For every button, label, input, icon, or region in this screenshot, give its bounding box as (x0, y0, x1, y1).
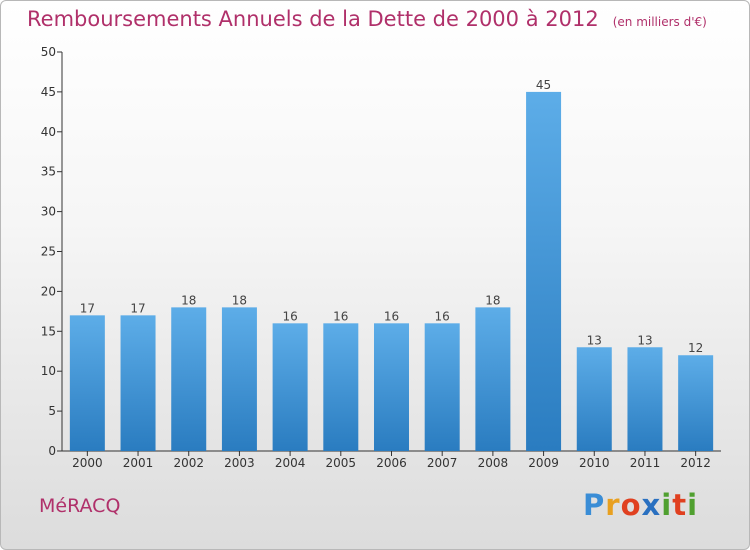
data-label: 16 (282, 309, 297, 323)
x-tick-label: 2008 (478, 456, 509, 470)
bar-2010 (576, 347, 612, 451)
y-tick-label: 15 (41, 324, 56, 338)
bar-2005 (323, 323, 359, 451)
data-label: 18 (485, 293, 500, 307)
bars (69, 91, 714, 452)
data-label: 17 (130, 301, 145, 315)
unit-note: (en milliers d'€) (612, 15, 707, 29)
bar-2002 (171, 307, 207, 451)
data-label: 16 (333, 309, 348, 323)
x-tick-label: 2009 (528, 456, 559, 470)
bar-2012 (678, 355, 714, 451)
commune-name: MéRACQ (39, 495, 121, 517)
logo-letter: x (641, 488, 662, 522)
y-tick-label: 50 (41, 45, 56, 59)
x-tick-label: 2007 (427, 456, 458, 470)
data-label: 16 (435, 309, 450, 323)
bar-2004 (272, 323, 308, 451)
x-tick-label: 2004 (275, 456, 306, 470)
logo-letter: t (672, 488, 688, 522)
bar-2011 (627, 347, 663, 451)
data-label: 12 (688, 341, 703, 355)
data-label: 18 (232, 293, 247, 307)
proxiti-logo: Proxiti (583, 488, 698, 522)
data-label: 45 (536, 78, 551, 92)
y-tick-label: 20 (41, 284, 56, 298)
chart-title-text: Remboursements Annuels de la Dette de 20… (27, 7, 599, 31)
bar-2003 (221, 307, 257, 451)
bar-2007 (424, 323, 460, 451)
data-label: 18 (181, 293, 196, 307)
logo-letter: r (605, 488, 621, 522)
y-tick-label: 35 (41, 165, 56, 179)
bar-2009 (526, 91, 562, 452)
x-tick-label: 2000 (72, 456, 103, 470)
y-tick-label: 5 (48, 404, 56, 418)
data-label: 17 (80, 301, 95, 315)
logo-letter: o (620, 488, 642, 522)
y-tick-label: 10 (41, 364, 56, 378)
chart-title: Remboursements Annuels de la Dette de 20… (27, 7, 707, 31)
x-tick-label: 2006 (376, 456, 407, 470)
y-tick-label: 0 (48, 444, 56, 458)
x-tick-label: 2012 (680, 456, 711, 470)
labels: 2000 17 2001 17 2002 18 2003 18 2004 16 2005 16 2006… (72, 78, 711, 470)
data-label: 13 (587, 333, 602, 347)
y-tick-label: 30 (41, 205, 56, 219)
logo-letter: i (687, 488, 699, 522)
bar-2008 (475, 307, 511, 451)
data-label: 13 (637, 333, 652, 347)
y-tick-label: 45 (41, 85, 56, 99)
bar-2006 (374, 323, 409, 451)
bar-2001 (120, 315, 156, 451)
x-tick-label: 2002 (173, 456, 204, 470)
y-tick-label: 25 (41, 245, 56, 259)
axes: 0 5 10 15 20 25 30 35 40 45 50 (41, 45, 721, 458)
x-tick-label: 2003 (224, 456, 255, 470)
logo-letter: P (583, 488, 606, 522)
x-tick-label: 2010 (579, 456, 610, 470)
x-tick-label: 2011 (630, 456, 661, 470)
data-label: 16 (384, 309, 399, 323)
y-tick-label: 40 (41, 125, 56, 139)
bar-2000 (69, 315, 105, 451)
logo-letter: i (661, 488, 673, 522)
x-tick-label: 2005 (326, 456, 357, 470)
x-tick-label: 2001 (123, 456, 154, 470)
